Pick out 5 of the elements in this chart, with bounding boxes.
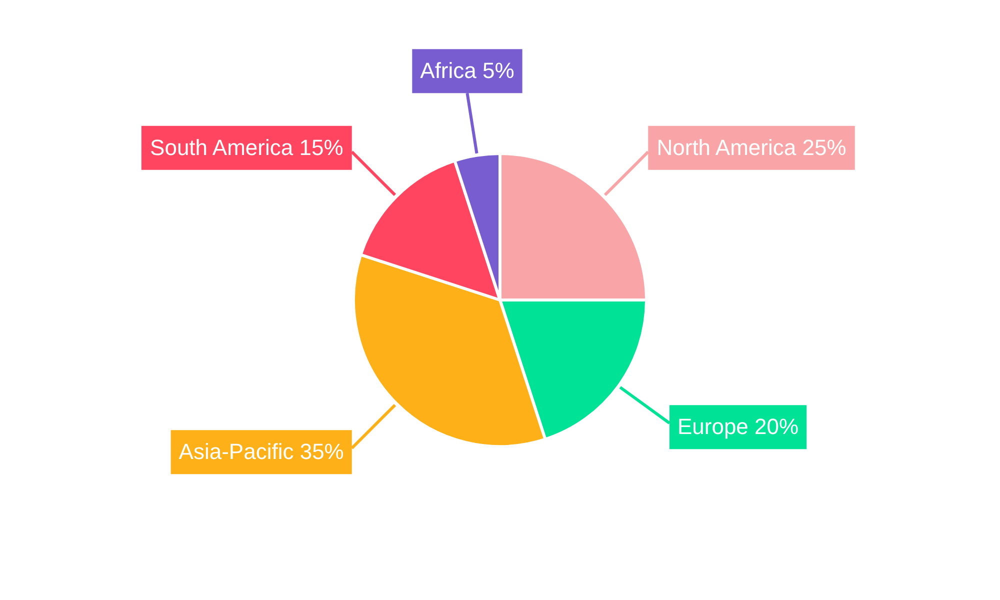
slice-label: South America 15% [150,134,344,160]
slice-label: Africa 5% [420,58,514,84]
slice-label: Asia-Pacific 35% [178,439,344,464]
slice-label: Europe 20% [677,414,799,440]
slice-label: North America 25% [656,134,846,160]
